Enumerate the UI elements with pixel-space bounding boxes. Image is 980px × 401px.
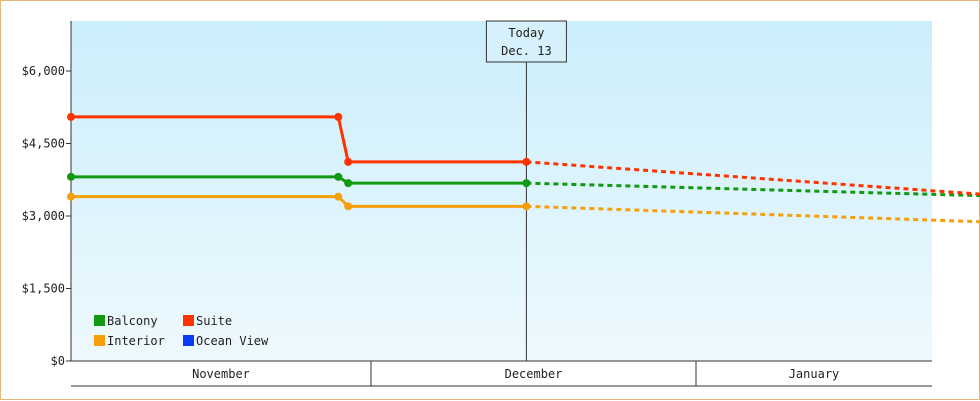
- balcony-point: [522, 179, 531, 188]
- y-tick-label: $0: [51, 354, 65, 368]
- plot-area: [71, 21, 932, 361]
- interior-point: [67, 192, 75, 201]
- series-group: [67, 112, 980, 224]
- suite-point: [67, 112, 75, 121]
- y-tick-label: $4,500: [22, 137, 65, 151]
- suite-line: [71, 115, 527, 164]
- interior-point: [334, 192, 343, 201]
- interior-projection-line: [526, 204, 980, 224]
- legend-swatch-ocean-view: [183, 335, 194, 346]
- legend-label-suite: Suite: [196, 314, 232, 328]
- interior-point: [344, 202, 353, 211]
- y-tick-label: $3,000: [22, 209, 65, 223]
- balcony-point: [334, 172, 343, 181]
- today-marker: Today Dec. 13: [485, 20, 567, 361]
- suite-point: [334, 112, 343, 121]
- y-tick-label: $6,000: [22, 64, 65, 78]
- legend-label-ocean-view: Ocean View: [196, 334, 269, 348]
- balcony-projection-line: [526, 181, 980, 198]
- legend: Balcony Suite Interior Ocean View: [94, 314, 269, 348]
- today-box: [485, 20, 567, 63]
- y-axis: $0 $1,500 $3,000 $4,500 $6,000: [22, 21, 72, 368]
- legend-label-balcony: Balcony: [107, 314, 158, 328]
- y-tick-label: $1,500: [22, 282, 65, 296]
- suite-point: [344, 157, 353, 166]
- interior-point: [522, 202, 531, 211]
- today-label: Today: [508, 26, 544, 40]
- suite-point: [522, 157, 531, 166]
- interior-line: [71, 195, 527, 208]
- balcony-line: [71, 175, 527, 185]
- x-axis: November December January: [71, 360, 932, 387]
- balcony-point: [67, 172, 75, 181]
- x-band-label: January: [789, 367, 840, 381]
- legend-swatch-balcony: [94, 315, 105, 326]
- today-date-label: Dec. 13: [501, 44, 552, 58]
- balcony-point: [344, 179, 353, 188]
- x-band-label: December: [505, 367, 563, 381]
- legend-swatch-interior: [94, 335, 105, 346]
- legend-swatch-suite: [183, 315, 194, 326]
- suite-projection-line: [526, 160, 980, 196]
- legend-label-interior: Interior: [107, 334, 165, 348]
- x-band-label: November: [192, 367, 250, 381]
